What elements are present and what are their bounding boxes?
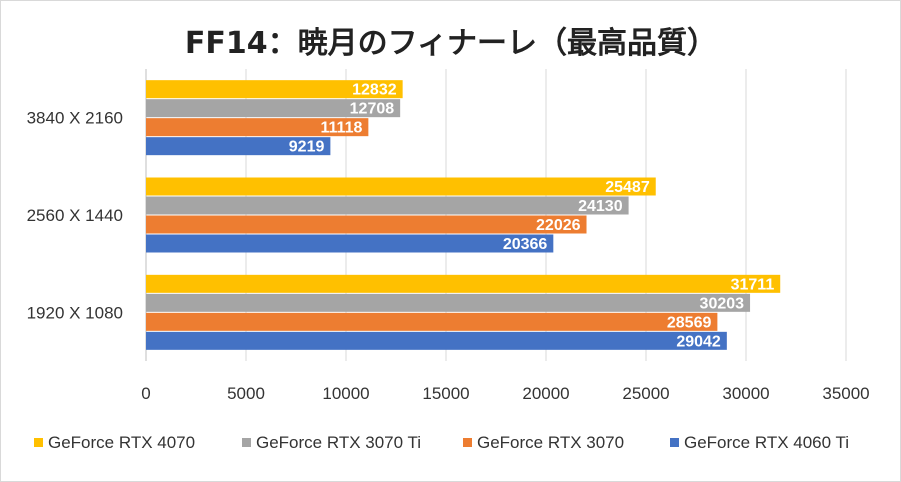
legend-label: GeForce RTX 3070 Ti [256,433,421,452]
data-label: 9219 [289,139,325,156]
category-label: 1920 X 1080 [27,303,123,322]
x-tick-label: 0 [141,384,150,403]
x-tick-labels: 0 5000 10000 15000 20000 25000 30000 35000 [141,384,869,403]
legend-swatch [670,438,679,447]
category-labels: 3840 X 2160 2560 X 1440 1920 X 1080 [27,109,123,323]
data-label: 28569 [667,314,712,331]
bar [146,137,331,156]
data-label: 25487 [605,179,650,196]
bar [146,118,369,137]
bar [146,312,718,331]
x-tick-label: 15000 [422,384,469,403]
bar [146,331,727,350]
data-label: 12832 [352,82,397,99]
bars: 12832 12708 11118 9219 25487 24130 22026 20366 3… [146,80,781,350]
data-label: 22026 [536,217,581,234]
data-label: 30203 [700,295,745,312]
chart-title: FF14：暁月のフィナーレ（最高品質） [185,26,717,61]
legend: GeForce RTX 4070 GeForce RTX 3070 Ti GeFor… [34,433,849,452]
gridlines [145,69,847,361]
bar [146,80,403,99]
data-label: 24130 [578,198,623,215]
bar [146,196,629,215]
legend-swatch [242,438,251,447]
x-tick-label: 20000 [522,384,569,403]
data-label: 11118 [321,120,363,137]
x-tick-label: 35000 [822,384,869,403]
x-tick-label: 30000 [722,384,769,403]
data-label: 31711 [731,276,775,293]
category-label: 2560 X 1440 [27,206,123,225]
legend-swatch [463,438,472,447]
legend-label: GeForce RTX 4060 Ti [684,433,849,452]
bar [146,215,587,234]
bar [146,177,656,196]
data-label: 29042 [676,333,721,350]
bar [146,234,554,253]
x-tick-label: 5000 [227,384,265,403]
bar [146,293,751,312]
legend-label: GeForce RTX 4070 [48,433,195,452]
category-label: 3840 X 2160 [27,109,123,128]
legend-label: GeForce RTX 3070 [477,433,624,452]
data-label: 20366 [503,236,548,253]
bar [146,99,401,118]
bar [146,274,781,293]
x-tick-label: 25000 [622,384,669,403]
data-label: 12708 [350,101,395,118]
legend-swatch [34,438,43,447]
x-tick-label: 10000 [322,384,369,403]
